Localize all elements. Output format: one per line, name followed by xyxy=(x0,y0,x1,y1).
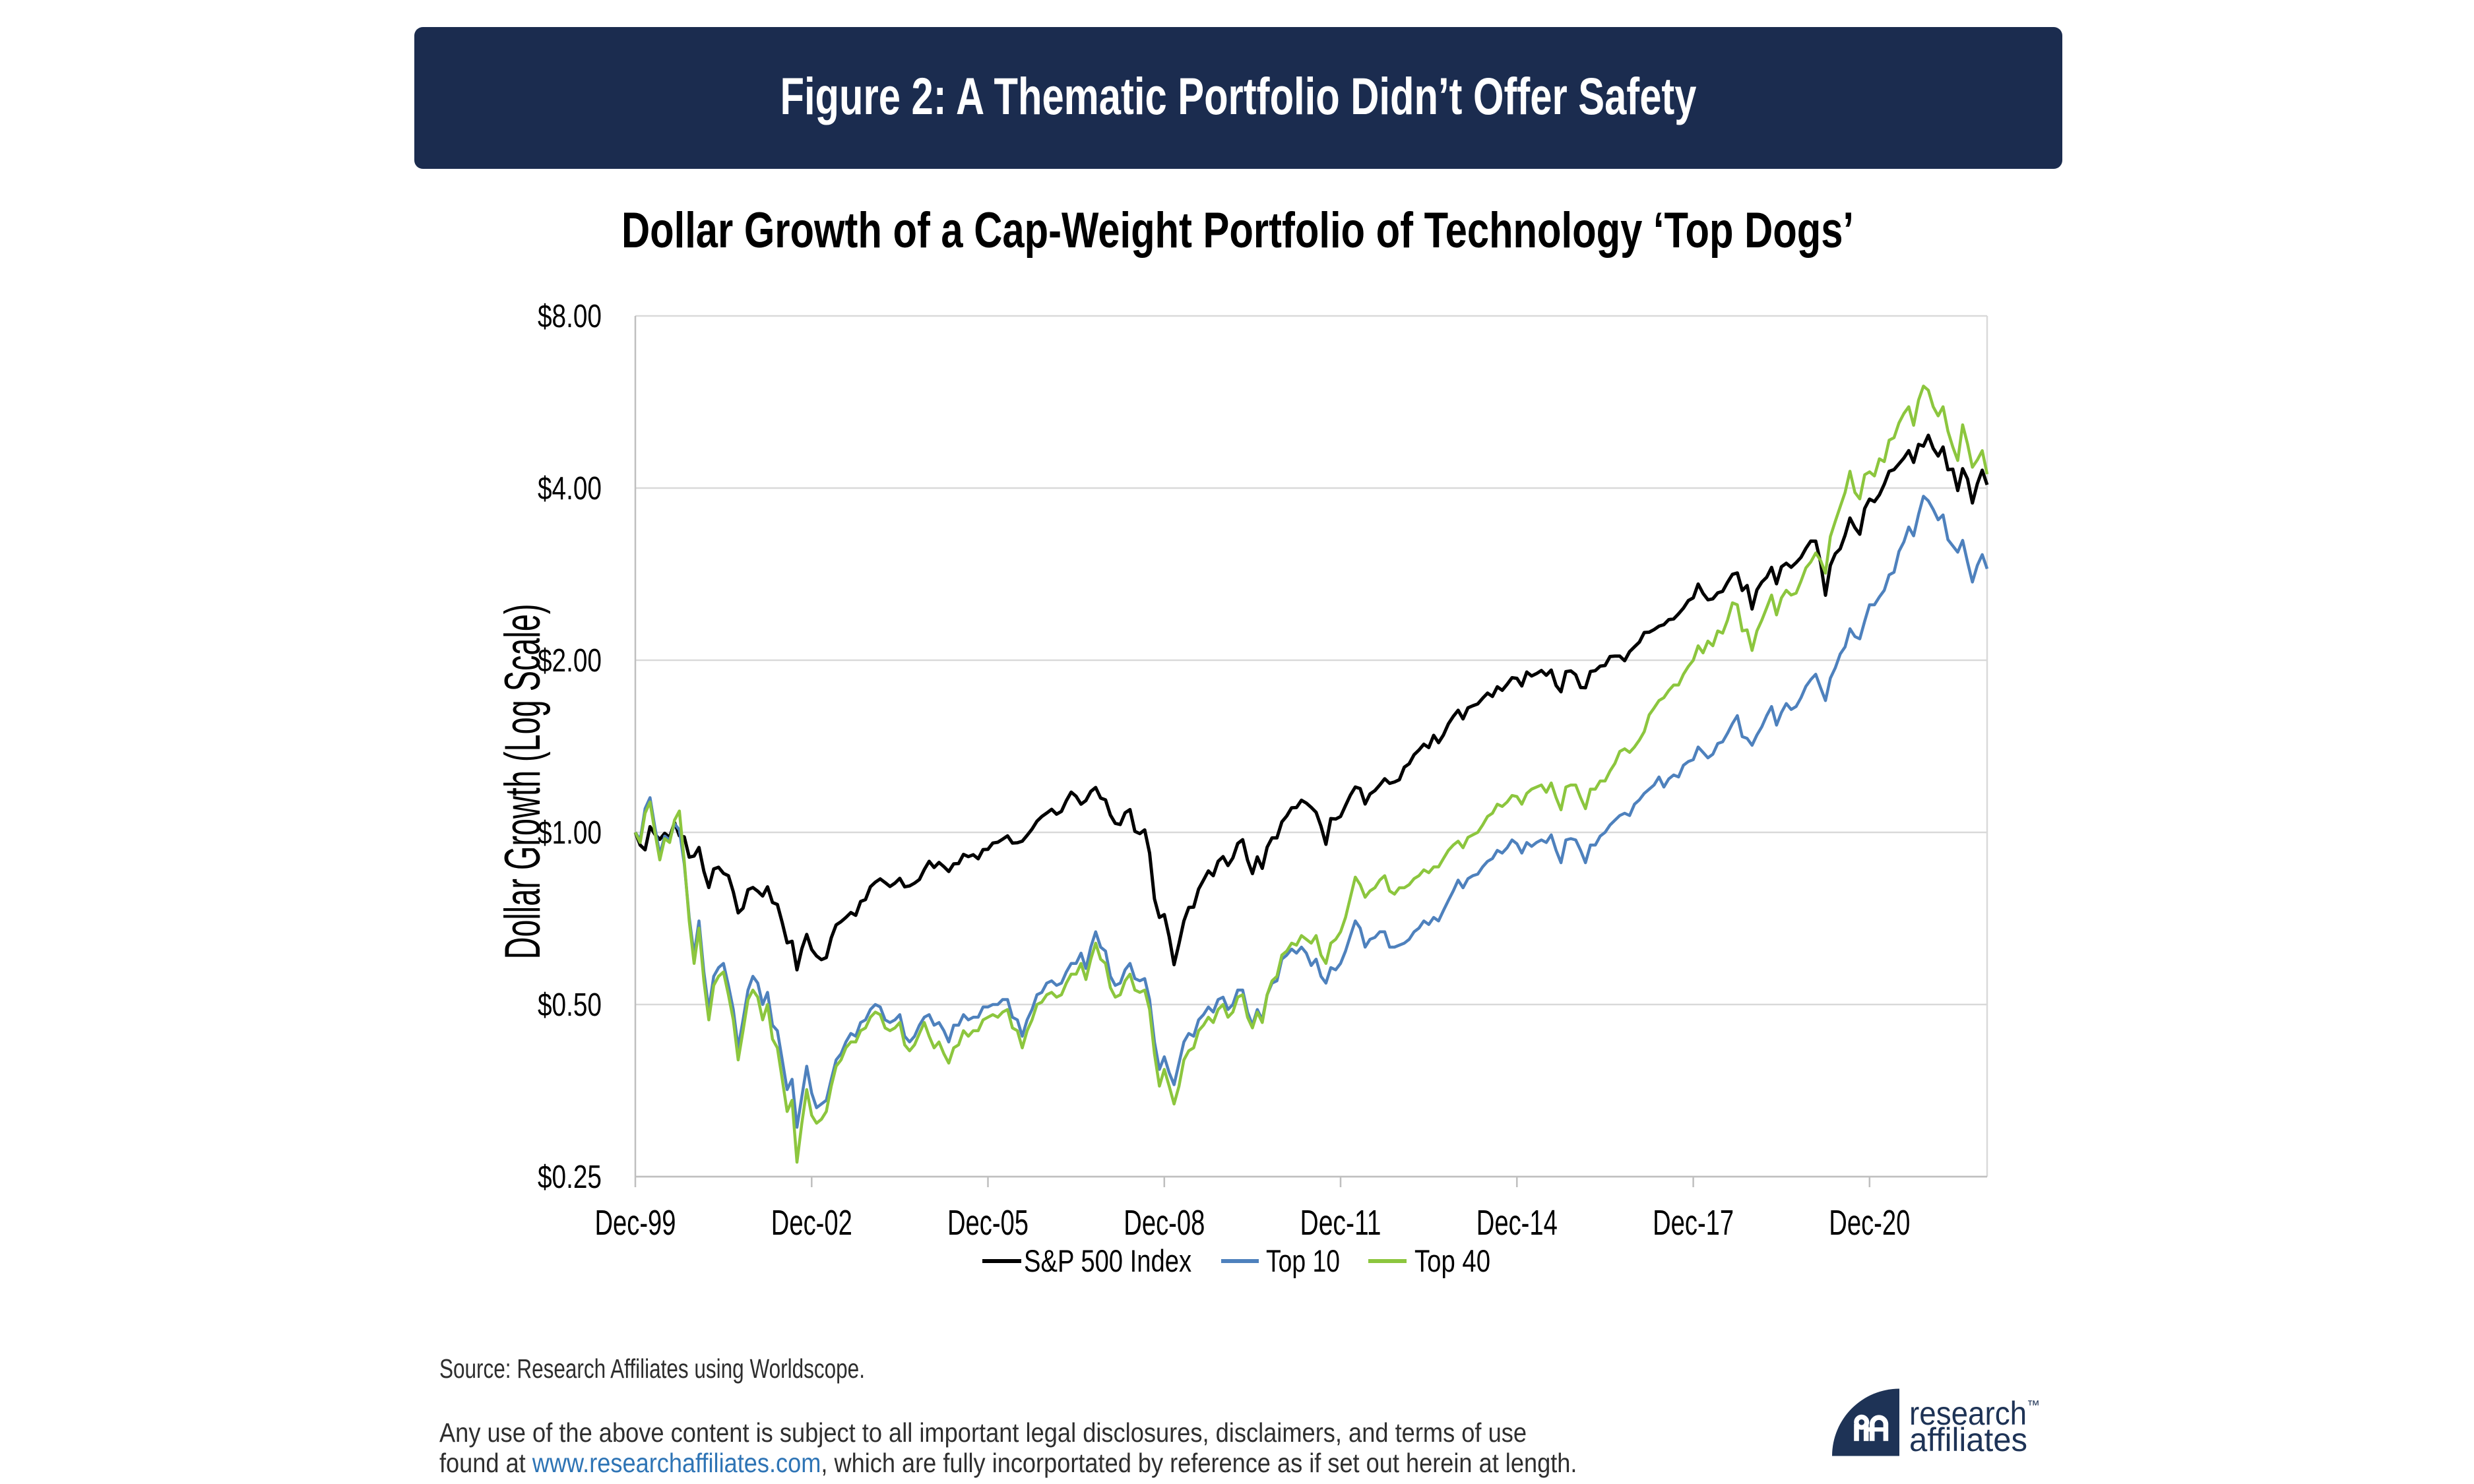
svg-text:Figure 2: A Thematic Portfolio: Figure 2: A Thematic Portfolio Didn’t Of… xyxy=(780,67,1696,125)
svg-text:Top 40: Top 40 xyxy=(1414,1244,1490,1279)
svg-text:affiliates: affiliates xyxy=(1909,1422,2027,1459)
svg-text:$0.25: $0.25 xyxy=(538,1159,602,1195)
svg-text:Source: Research Affiliates us: Source: Research Affiliates using Worlds… xyxy=(439,1353,865,1384)
svg-text:Any use of the above content i: Any use of the above content is subject … xyxy=(439,1418,1527,1448)
svg-text:Dollar Growth of a Cap-Weight: Dollar Growth of a Cap-Weight Portfolio … xyxy=(621,202,1854,259)
svg-text:$2.00: $2.00 xyxy=(538,643,602,679)
svg-text:Dec-99: Dec-99 xyxy=(594,1202,676,1242)
svg-text:Top 10: Top 10 xyxy=(1266,1244,1340,1278)
svg-text:$4.00: $4.00 xyxy=(538,471,602,507)
svg-text:Dec-17: Dec-17 xyxy=(1653,1202,1734,1242)
svg-text:research: research xyxy=(1909,1396,2027,1432)
svg-text:Dec-08: Dec-08 xyxy=(1124,1202,1205,1242)
svg-text:™: ™ xyxy=(2027,1398,2040,1413)
svg-text:$1.00: $1.00 xyxy=(538,815,602,851)
svg-text:$0.50: $0.50 xyxy=(538,987,602,1023)
svg-text:S&P 500 Index: S&P 500 Index xyxy=(1024,1244,1191,1279)
svg-text:Dec-05: Dec-05 xyxy=(947,1202,1029,1242)
svg-text:Dec-02: Dec-02 xyxy=(771,1202,852,1242)
svg-text:$8.00: $8.00 xyxy=(538,299,602,334)
svg-text:Dec-11: Dec-11 xyxy=(1300,1202,1381,1243)
svg-text:Dec-14: Dec-14 xyxy=(1476,1202,1558,1242)
svg-text:Dec-20: Dec-20 xyxy=(1829,1202,1910,1242)
svg-text:Dollar Growth (Log Scale): Dollar Growth (Log Scale) xyxy=(495,603,551,959)
svg-text:found at www.researchaffiliate: found at www.researchaffiliates.com, whi… xyxy=(439,1448,1577,1479)
